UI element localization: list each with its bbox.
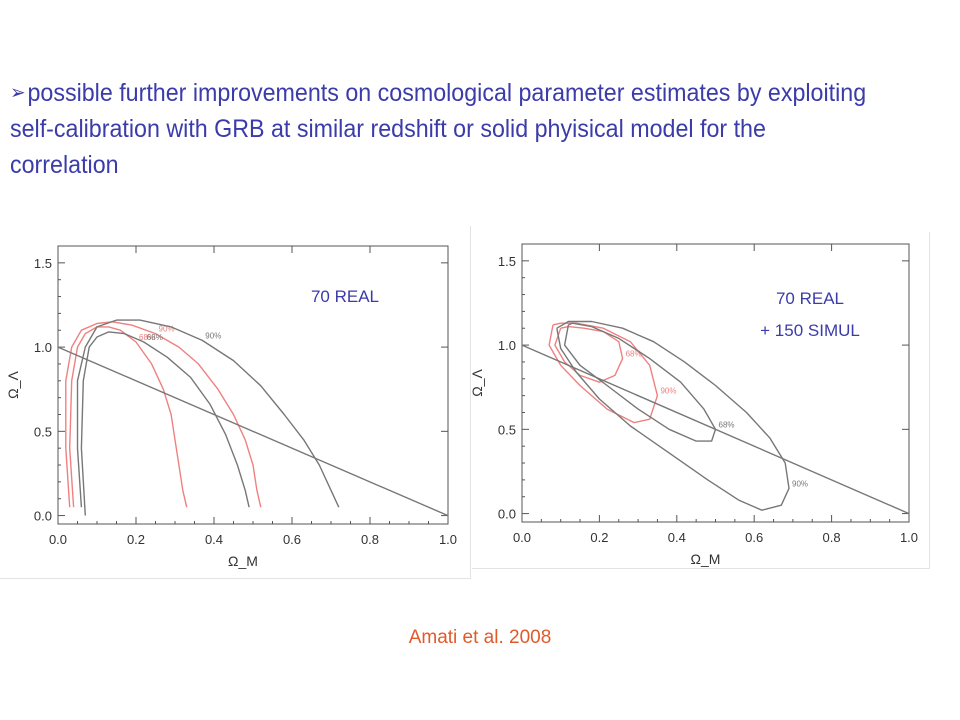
x-tick-label: 0.4 bbox=[205, 532, 223, 547]
contour-90-series bbox=[76, 319, 340, 508]
x-tick-label: 0.8 bbox=[361, 532, 379, 547]
contour-label: 68% bbox=[147, 333, 163, 342]
bullet-arrow-icon: ➢ bbox=[10, 80, 26, 104]
x-tick-label: 1.0 bbox=[439, 532, 457, 547]
y-tick-label: 1.0 bbox=[34, 340, 52, 355]
right-contour-chart: 0.0 0.2 0.4 0.6 0.8 1.0 0.0 0.5 1.0 1.5 Ω_M Ω_Λ 68% 9… bbox=[469, 243, 918, 567]
contour-label: 90% bbox=[159, 325, 175, 334]
plot-frame bbox=[521, 243, 910, 523]
headline: ➢possible further improvements on cosmol… bbox=[10, 74, 880, 183]
plot-annotation: 70 REAL bbox=[311, 287, 379, 306]
y-axis-label: Ω_Λ bbox=[472, 369, 485, 397]
y-axis-label: Ω_Λ bbox=[5, 371, 21, 399]
left-contour-chart: 0.0 0.2 0.4 0.6 0.8 1.00.00.51.01.5Ω_MΩ_Λ68%9… bbox=[5, 245, 457, 569]
y-tick-label: 0.0 bbox=[498, 507, 516, 522]
y-tick-label: 0.0 bbox=[34, 509, 52, 524]
x-tick-label: 0.6 bbox=[745, 530, 763, 545]
x-tick-label: 0.0 bbox=[513, 530, 531, 545]
contour-label: 90% bbox=[792, 479, 808, 488]
x-axis-label: Ω_M bbox=[228, 553, 258, 569]
x-tick-label: 0.2 bbox=[590, 530, 608, 545]
headline-text: possible further improvements on cosmolo… bbox=[10, 79, 867, 179]
x-tick-label: 0.8 bbox=[823, 530, 841, 545]
x-tick-label: 0.6 bbox=[283, 532, 301, 547]
x-tick-label: 1.0 bbox=[900, 530, 918, 545]
contour-68-series bbox=[80, 331, 250, 516]
contour-90-series bbox=[65, 321, 262, 508]
contour-label: 68% bbox=[626, 350, 642, 359]
contour-label: 90% bbox=[660, 387, 676, 396]
y-tick-label: 1.5 bbox=[498, 254, 516, 269]
plot-annotation: 70 REAL bbox=[776, 289, 844, 308]
x-axis-label: Ω_M bbox=[691, 551, 721, 567]
y-tick-label: 0.5 bbox=[498, 422, 516, 437]
y-tick-label: 0.5 bbox=[34, 424, 52, 439]
contour-label: 68% bbox=[719, 420, 735, 429]
contour-68-series bbox=[554, 325, 624, 383]
y-tick-label: 1.0 bbox=[498, 338, 516, 353]
citation: Amati et al. 2008 bbox=[408, 627, 552, 648]
y-tick-label: 1.5 bbox=[34, 256, 52, 271]
right-plot-panel: 0.0 0.2 0.4 0.6 0.8 1.0 0.0 0.5 1.0 1.5 Ω_M Ω_Λ 68% 9… bbox=[469, 232, 930, 569]
left-plot-panel: 0.0 0.2 0.4 0.6 0.8 1.0 0.0 0.5 1.0 1.5 Ω_M Ω_Λ 68% 9… bbox=[0, 226, 471, 579]
contour-label: 90% bbox=[205, 331, 221, 340]
x-tick-label: 0.4 bbox=[668, 530, 686, 545]
plot-frame bbox=[57, 245, 449, 525]
reference-line bbox=[521, 344, 910, 515]
plot-annotation: + 150 SIMUL bbox=[760, 321, 860, 340]
contour-68-series bbox=[563, 322, 717, 442]
x-tick-label: 0.2 bbox=[127, 532, 145, 547]
contour-68-series bbox=[69, 326, 188, 508]
contour-90-series bbox=[556, 320, 790, 511]
contour-label: 68% bbox=[139, 333, 155, 342]
x-tick-label: 0.0 bbox=[49, 532, 67, 547]
reference-line bbox=[57, 346, 449, 517]
